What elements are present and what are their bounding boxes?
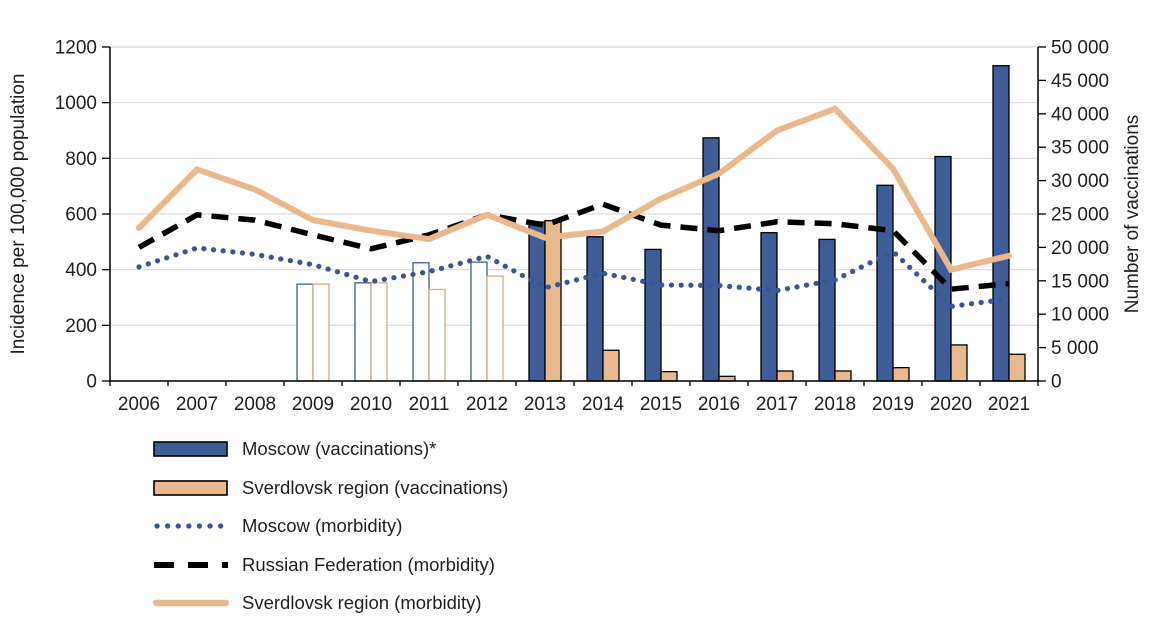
legend-label: Russian Federation (morbidity) (242, 553, 495, 575)
right-tick-label: 30 000 (1051, 171, 1109, 192)
navy-bar-swatch-icon (153, 441, 228, 458)
x-tick-label: 2006 (118, 394, 160, 415)
tan-solid-line-swatch-icon (152, 600, 230, 607)
bar-2011 (412, 262, 430, 382)
right-tick-label: 25 000 (1051, 205, 1109, 226)
bar-2019 (876, 184, 894, 382)
tan-bar-swatch-icon (153, 479, 228, 496)
bar-2015 (660, 370, 678, 382)
right-tick-label: 0 (1051, 372, 1062, 393)
bar-2012 (486, 275, 504, 382)
x-tick-label: 2007 (176, 394, 218, 415)
x-tick-label: 2014 (582, 394, 625, 415)
bar-2011 (428, 288, 446, 382)
x-tick-label: 2009 (292, 394, 334, 415)
line-solid (136, 105, 1012, 274)
left-tick-label: 1000 (55, 93, 97, 114)
bar-2021 (1008, 353, 1026, 382)
x-tick-label: 2020 (930, 394, 972, 415)
right-tick-label: 15 000 (1051, 271, 1109, 292)
bar-2010 (354, 282, 372, 382)
left-tick-label: 1200 (55, 38, 97, 59)
blue-dotted-line-swatch-icon (154, 523, 230, 529)
bar-2017 (760, 232, 778, 382)
legend-item-russian-federation-morbidity: Russian Federation (morbidity) (152, 546, 508, 585)
bar-2014 (602, 349, 620, 382)
bar-2018 (818, 238, 836, 382)
legend-label: Moscow (vaccinations)* (242, 438, 437, 460)
right-axis-title: Number of vaccinations (1122, 115, 1143, 314)
right-tick-label: 10 000 (1051, 305, 1109, 326)
x-tick-label: 2012 (466, 394, 508, 415)
axes: 0 200 400 600 800 1000 1200 0 5 000 10 000 15 000 2… (55, 38, 1109, 416)
x-tick-label: 2008 (234, 394, 276, 415)
bar-2009 (296, 283, 314, 382)
bar-2010 (370, 282, 388, 382)
bar-2012 (470, 261, 488, 382)
plot-area: 0 200 400 600 800 1000 1200 0 5 000 10 000 15 000 2… (55, 38, 1109, 416)
x-tick-label: 2010 (350, 394, 392, 415)
legend-item-moscow-morbidity: Moscow (morbidity) (152, 507, 508, 546)
bar-2019 (892, 366, 910, 382)
bar-2021 (992, 65, 1010, 382)
bars-moscow (296, 65, 1010, 382)
gridlines (110, 46, 1038, 382)
x-tick-label: 2017 (756, 394, 798, 415)
bar-2015 (644, 248, 662, 382)
chart-canvas: 0 200 400 600 800 1000 1200 0 5 000 10 000 15 000 2… (8, 38, 1143, 416)
x-tick-label: 2015 (640, 394, 682, 415)
x-tick-label: 2013 (524, 394, 566, 415)
legend-item-sverdlovsk-morbidity: Sverdlovsk region (morbidity) (152, 584, 508, 623)
left-tick-label: 200 (65, 316, 97, 337)
chart-legend: Moscow (vaccinations)* Sverdlovsk region… (152, 430, 508, 623)
bar-2017 (776, 370, 794, 382)
left-tick-label: 600 (65, 205, 97, 226)
right-tick-label: 45 000 (1051, 71, 1109, 92)
left-axis-title: Incidence per 100,000 population (8, 73, 29, 354)
legend-label: Sverdlovsk region (vaccinations) (242, 476, 509, 498)
bar-2009 (312, 283, 330, 382)
bars-sverdlovsk (312, 220, 1026, 382)
x-tick-label: 2011 (409, 394, 450, 415)
right-tick-label: 20 000 (1051, 238, 1109, 259)
legend-item-sverdlovsk-vaccinations: Sverdlovsk region (vaccinations) (152, 469, 508, 508)
black-dashed-line-swatch-icon (154, 561, 228, 568)
bar-2014 (586, 236, 604, 382)
legend-label: Sverdlovsk region (morbidity) (242, 592, 482, 614)
right-tick-label: 35 000 (1051, 138, 1109, 159)
left-tick-label: 0 (86, 372, 97, 393)
line-dotted (136, 245, 1012, 310)
x-tick-label: 2018 (814, 394, 856, 415)
bar-2013 (544, 220, 562, 382)
legend-label: Moscow (morbidity) (242, 515, 403, 537)
x-tick-label: 2016 (698, 394, 740, 415)
bar-2013 (528, 221, 546, 382)
left-tick-label: 800 (65, 149, 97, 170)
bar-2020 (950, 344, 968, 382)
right-tick-label: 40 000 (1051, 104, 1109, 125)
right-tick-label: 5 000 (1051, 338, 1099, 359)
bar-2018 (834, 370, 852, 382)
x-tick-label: 2019 (872, 394, 914, 415)
x-tick-label: 2021 (988, 394, 1030, 415)
left-tick-label: 400 (65, 260, 97, 281)
right-tick-label: 50 000 (1051, 38, 1109, 59)
legend-item-moscow-vaccinations: Moscow (vaccinations)* (152, 430, 508, 469)
